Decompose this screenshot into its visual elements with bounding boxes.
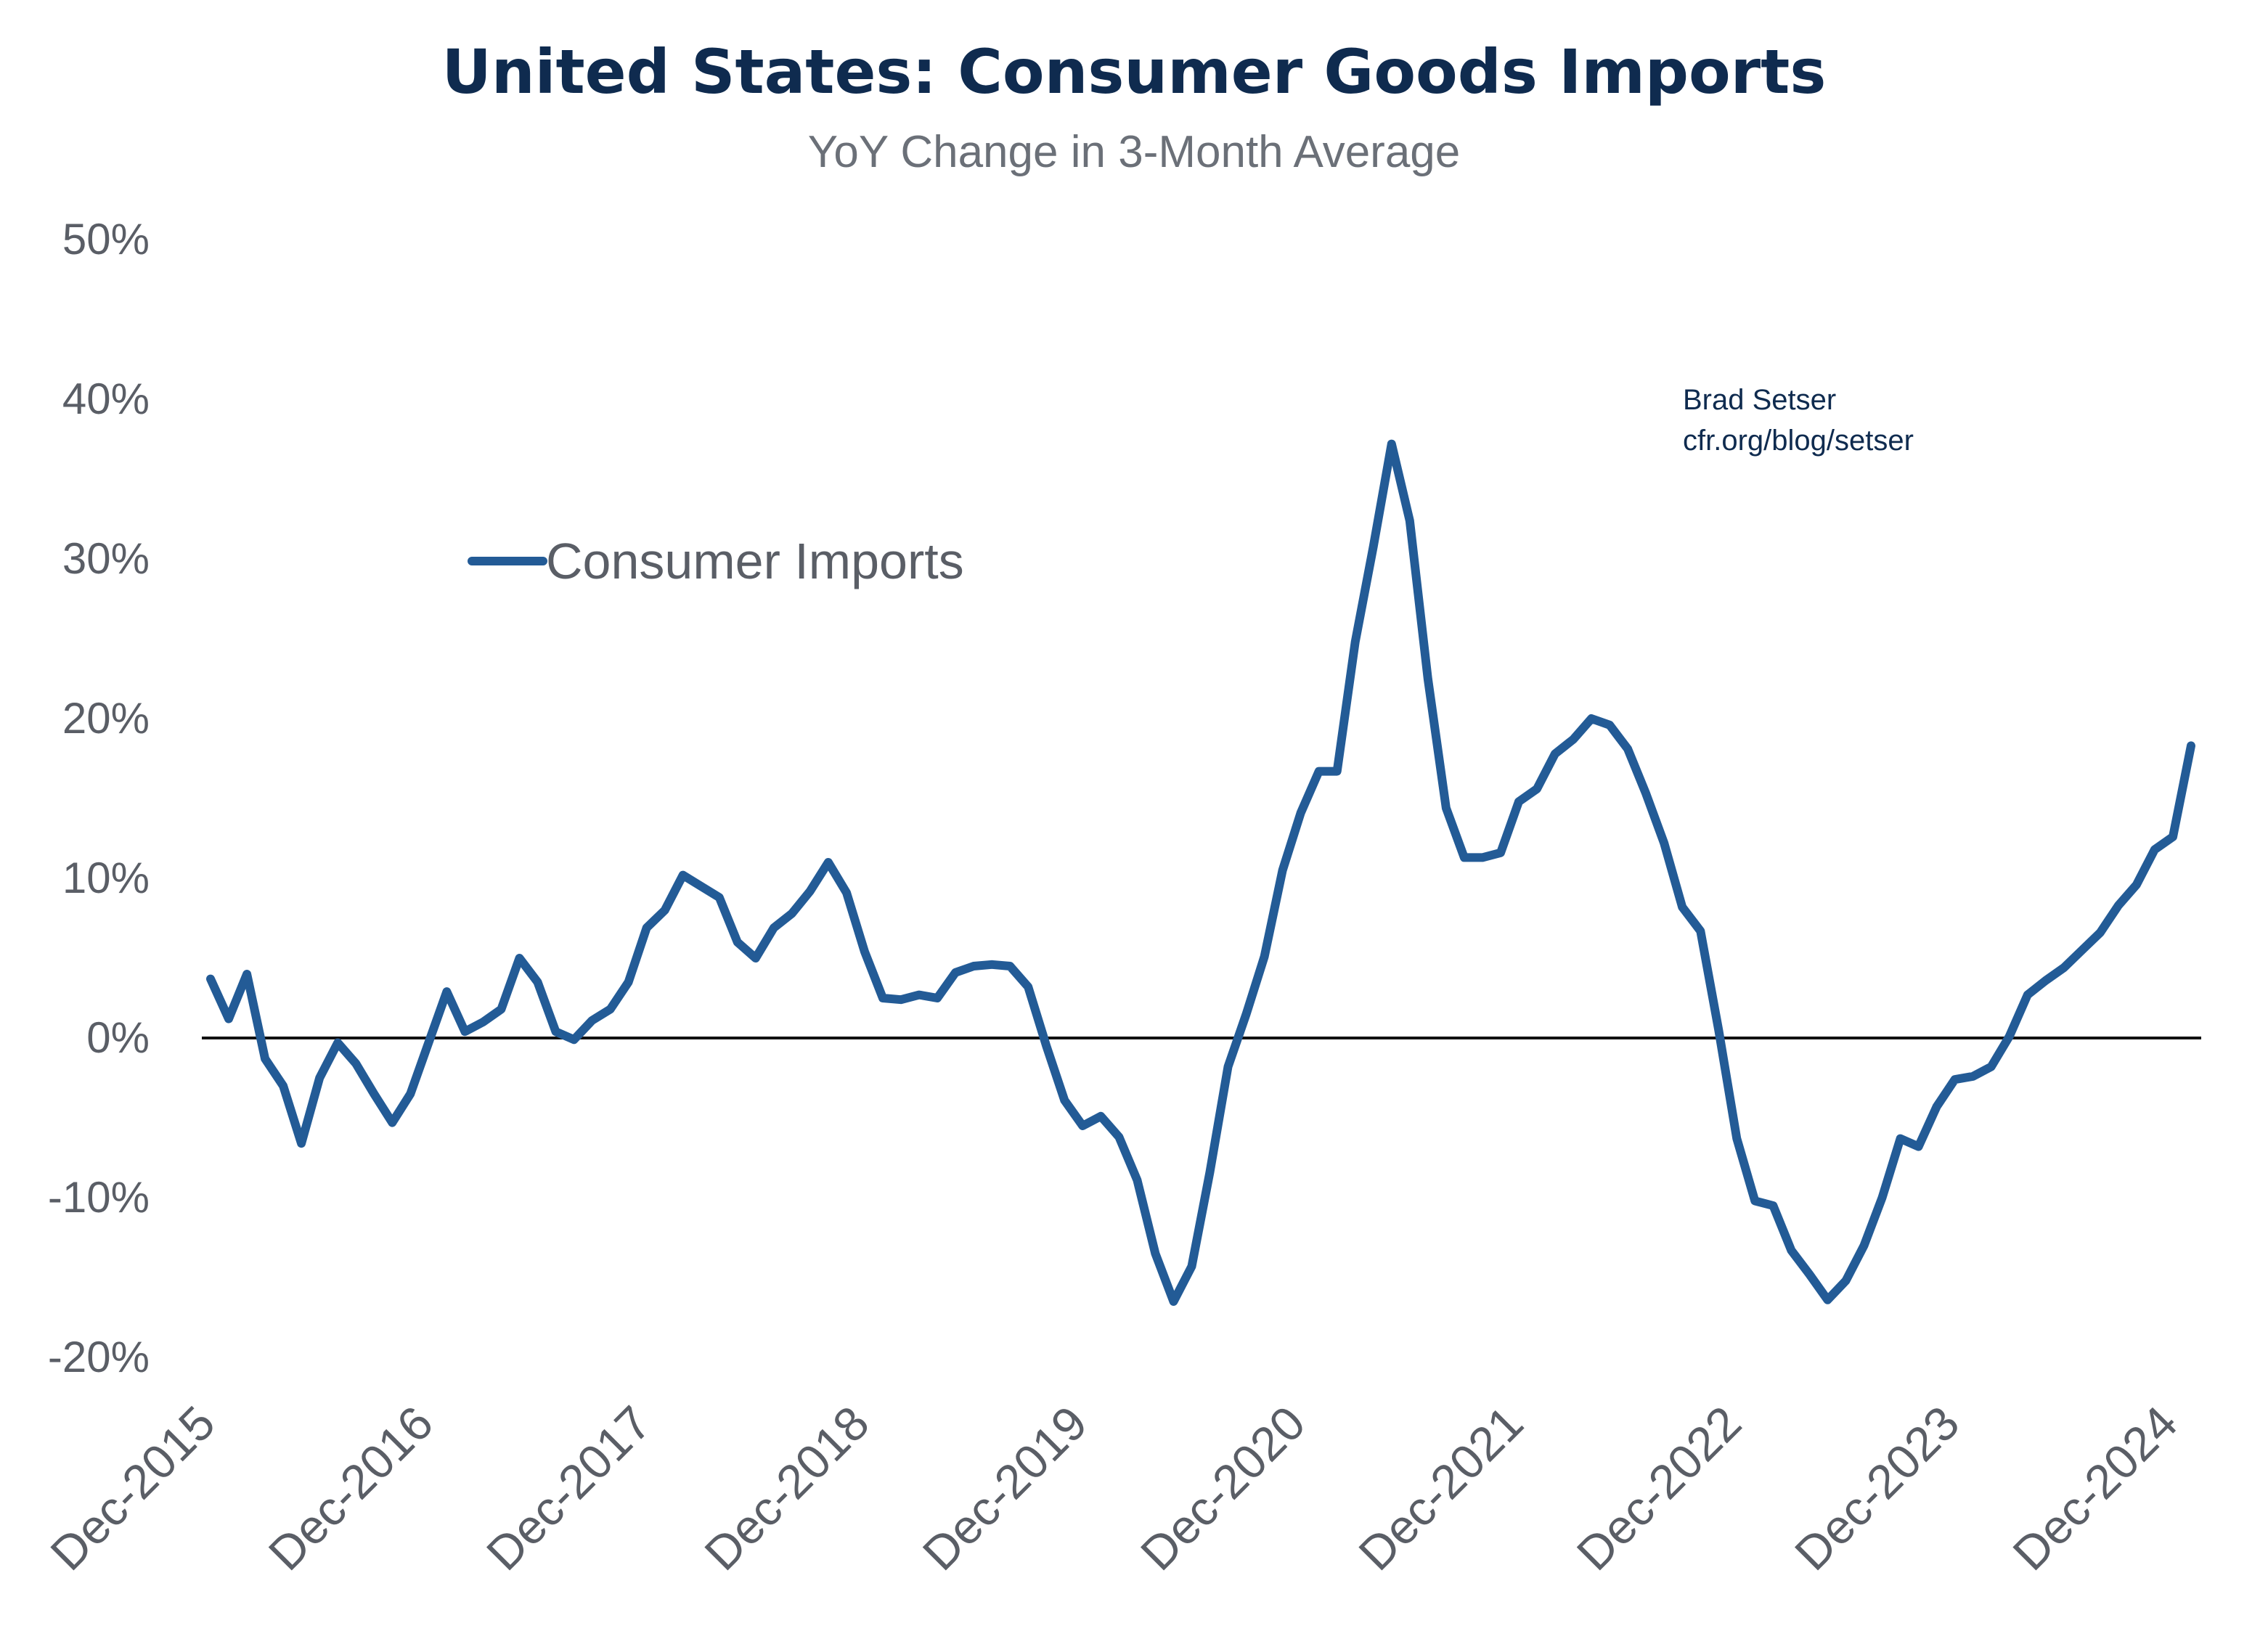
y-tick-label: 0% <box>86 1013 150 1062</box>
credit-author: Brad Setser <box>1683 384 1836 416</box>
y-axis-tick-labels: 50% 40% 30% 20% 10% 0% -10% -20% <box>48 215 150 1381</box>
legend-label-consumer-imports: Consumer Imports <box>546 533 964 589</box>
chart-subtitle: YoY Change in 3-Month Average <box>808 127 1461 177</box>
y-tick-label: 30% <box>62 534 150 583</box>
series-line-consumer-imports <box>206 439 2195 1306</box>
y-tick-label: -10% <box>48 1173 150 1222</box>
legend: Consumer Imports <box>468 533 964 589</box>
credit-url: cfr.org/blog/setser <box>1683 425 1914 457</box>
y-tick-label: 10% <box>62 854 150 902</box>
chart-title: United States: Consumer Goods Imports <box>442 36 1827 107</box>
y-tick-label: 20% <box>62 694 150 743</box>
y-tick-label: 40% <box>62 375 150 423</box>
series-layer <box>206 439 2195 1306</box>
y-tick-label: -20% <box>48 1333 150 1381</box>
y-tick-label: 50% <box>62 215 150 263</box>
